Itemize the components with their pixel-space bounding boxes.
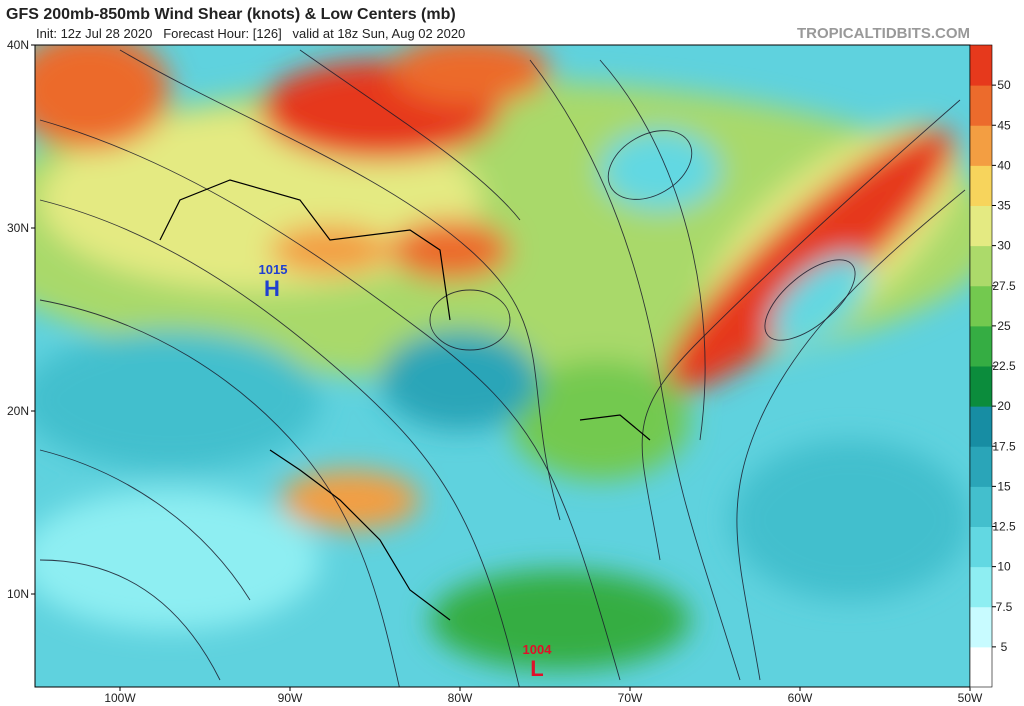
lat-label: 40N <box>7 38 29 52</box>
colorbar-segment <box>970 486 992 527</box>
lon-label: 100W <box>104 691 136 705</box>
colorbar-label: 15 <box>997 479 1011 493</box>
lon-label: 50W <box>958 691 983 705</box>
colorbar-segment <box>970 45 992 86</box>
colorbar-segment <box>970 646 992 688</box>
high-pressure: 1015 <box>259 262 288 277</box>
map <box>35 45 970 687</box>
lon-label: 70W <box>618 691 643 705</box>
colorbar-segment <box>970 566 992 608</box>
low-symbol: L <box>530 656 543 681</box>
low-pressure: 1004 <box>523 642 553 657</box>
lon-label: 60W <box>788 691 813 705</box>
colorbar-segment <box>970 526 992 568</box>
colorbar-segment <box>970 125 992 166</box>
colorbar-label: 40 <box>997 158 1011 172</box>
subtitle: Init: 12z Jul 28 2020 Forecast Hour: [12… <box>36 26 465 41</box>
colorbar-segment <box>970 285 992 327</box>
colorbar-label: 25 <box>997 319 1011 333</box>
colorbar-label: 22.5 <box>992 359 1016 373</box>
colorbar-label: 27.5 <box>992 279 1016 293</box>
colorbar-label: 35 <box>997 199 1011 213</box>
source: TROPICALTIDBITS.COM <box>797 25 970 42</box>
colorbar-label: 12.5 <box>992 520 1016 534</box>
colorbar-segment <box>970 446 992 487</box>
colorbar-label: 7.5 <box>996 600 1013 614</box>
lat-label: 30N <box>7 221 29 235</box>
title: GFS 200mb-850mb Wind Shear (knots) & Low… <box>6 6 456 23</box>
colorbar-segment <box>970 406 992 447</box>
axes: 40N 30N 20N 10N 100W 90W 80W 70W 60W 50W <box>7 38 983 705</box>
colorbar-segment <box>970 165 992 206</box>
colorbar-segment <box>970 606 992 648</box>
colorbar-label: 50 <box>997 78 1011 92</box>
colorbar-label: 17.5 <box>992 439 1016 453</box>
lon-label: 80W <box>448 691 473 705</box>
colorbar-label: 20 <box>997 399 1011 413</box>
colorbar-segment <box>970 366 992 407</box>
streamlines <box>39 49 966 687</box>
colorbar-segment <box>970 325 992 367</box>
colorbar-segment <box>970 85 992 126</box>
colorbar-label: 30 <box>997 239 1011 253</box>
colorbar-label: 45 <box>997 118 1011 132</box>
lat-label: 20N <box>7 404 29 418</box>
colorbar-segment <box>970 245 992 287</box>
lat-label: 10N <box>7 587 29 601</box>
colorbar-label: 10 <box>997 560 1011 574</box>
colorbar-label: 5 <box>1001 640 1008 654</box>
lon-label: 90W <box>278 691 303 705</box>
high-symbol: H <box>264 276 280 301</box>
colorbar-segment <box>970 205 992 247</box>
colorbar: 5 7.5 10 12.5 15 17.5 20 22.5 25 27.5 30 35 40 45 50 <box>969 44 1016 688</box>
